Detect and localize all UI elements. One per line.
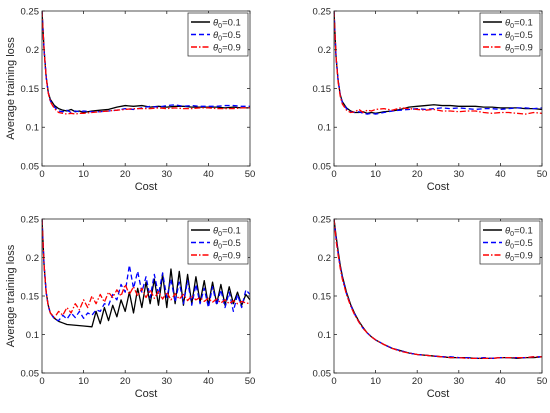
y-tick-label: 0.15 [313,84,332,95]
y-tick-label: 0.15 [21,84,40,95]
legend-entry-label: θ0=0.5 [213,238,241,251]
x-tick-label: 0 [39,169,44,180]
legend-box [479,220,541,265]
y-tick-label: 0.15 [21,291,40,302]
x-tick-label: 40 [495,169,506,180]
x-tick-label: 0 [331,169,336,180]
y-axis-label: Average training loss [5,37,17,140]
y-tick-label: 0.2 [318,253,331,264]
x-tick-label: 50 [245,376,256,387]
chart-panel-top-right: 0 10 20 30 40 500.050.10.150.20.25Costθ0=0.1θ… [313,6,548,193]
legend-entry-label: θ0=0.9 [213,42,241,55]
x-tick-label: 30 [454,169,465,180]
x-tick-label: 40 [495,376,506,387]
y-tick-label: 0.15 [313,291,332,302]
y-tick-label: 0.25 [313,214,332,225]
y-tick-label: 0.05 [313,368,332,379]
legend: θ0=0.1θ0=0.5θ0=0.9 [187,220,249,265]
x-tick-label: 30 [162,169,173,180]
legend-entry-label: θ0=0.1 [213,17,241,30]
y-tick-label: 0.1 [318,123,331,134]
chart-panel-top-left: 0 10 20 30 40 50 0.05 0.1 0.15 0.2 0.25 Cost Average… [5,6,255,193]
x-tick-label: 20 [120,376,131,387]
x-tick-label: 50 [537,376,548,387]
series-line-3 [334,219,542,360]
x-tick-label: 0 [331,376,336,387]
legend-entry-label: θ0=0.9 [213,250,241,263]
y-tick-label: 0.05 [21,161,40,172]
x-axis-label: Cost [135,388,158,400]
x-tick-label: 10 [370,169,381,180]
legend-entry-label: θ0=0.5 [505,238,533,251]
y-tick-label: 0.05 [21,368,40,379]
x-tick-label: 10 [370,376,381,387]
legend-entry-label: θ0=0.1 [505,17,533,30]
y-tick-label: 0.25 [21,6,40,17]
series-line-3 [42,219,250,319]
x-tick-label: 50 [537,169,548,180]
y-tick-label: 0.1 [26,123,39,134]
y-tick-label: 0.2 [26,253,39,264]
y-tick-label: 0.2 [26,45,39,56]
legend: θ0=0.1θ0=0.5θ0=0.9 [479,12,541,57]
x-tick-label: 50 [245,169,256,180]
y-tick-label: 0.25 [313,6,332,17]
legend-box [187,220,249,265]
series-line-1 [42,11,250,114]
series-line-2 [334,11,542,115]
chart-panel-bottom-left: 0 10 20 30 40 50 0.05 0.1 0.15 0.2 0.25 Cost Average… [5,214,255,400]
x-tick-label: 30 [454,376,465,387]
series-line-3 [334,11,542,115]
legend: θ0=0.1θ0=0.5θ0=0.9 [187,12,249,57]
x-axis-label: Cost [427,181,450,193]
x-axis-label: Cost [135,181,158,193]
series-line-2 [42,219,250,322]
chart-panel-bottom-right: 0 10 20 30 40 500.050.10.150.20.25Costθ0=0.1θ… [313,214,548,400]
legend-box [479,12,541,57]
y-axis-label: Average training loss [5,244,17,347]
x-tick-label: 0 [39,376,44,387]
x-tick-label: 40 [203,376,214,387]
y-tick-label: 0.1 [318,330,331,341]
x-tick-label: 40 [203,169,214,180]
legend: θ0=0.1θ0=0.5θ0=0.9 [479,220,541,265]
legend-entry-label: θ0=0.9 [505,42,533,55]
x-tick-label: 20 [412,376,423,387]
y-tick-label: 0.25 [21,214,40,225]
legend-entry-label: θ0=0.5 [505,30,533,43]
x-axis-label: Cost [427,388,450,400]
y-tick-label: 0.1 [26,330,39,341]
x-tick-label: 30 [162,376,173,387]
y-tick-label: 0.05 [313,161,332,172]
series-line-3 [42,11,250,115]
legend-entry-label: θ0=0.1 [505,225,533,238]
legend-entry-label: θ0=0.5 [213,30,241,43]
x-tick-label: 20 [412,169,423,180]
x-tick-label: 20 [120,169,131,180]
x-tick-label: 10 [78,376,89,387]
x-tick-label: 10 [78,169,89,180]
legend-entry-label: θ0=0.1 [213,225,241,238]
legend-box [187,12,249,57]
legend-entry-label: θ0=0.9 [505,250,533,263]
y-tick-label: 0.2 [318,45,331,56]
